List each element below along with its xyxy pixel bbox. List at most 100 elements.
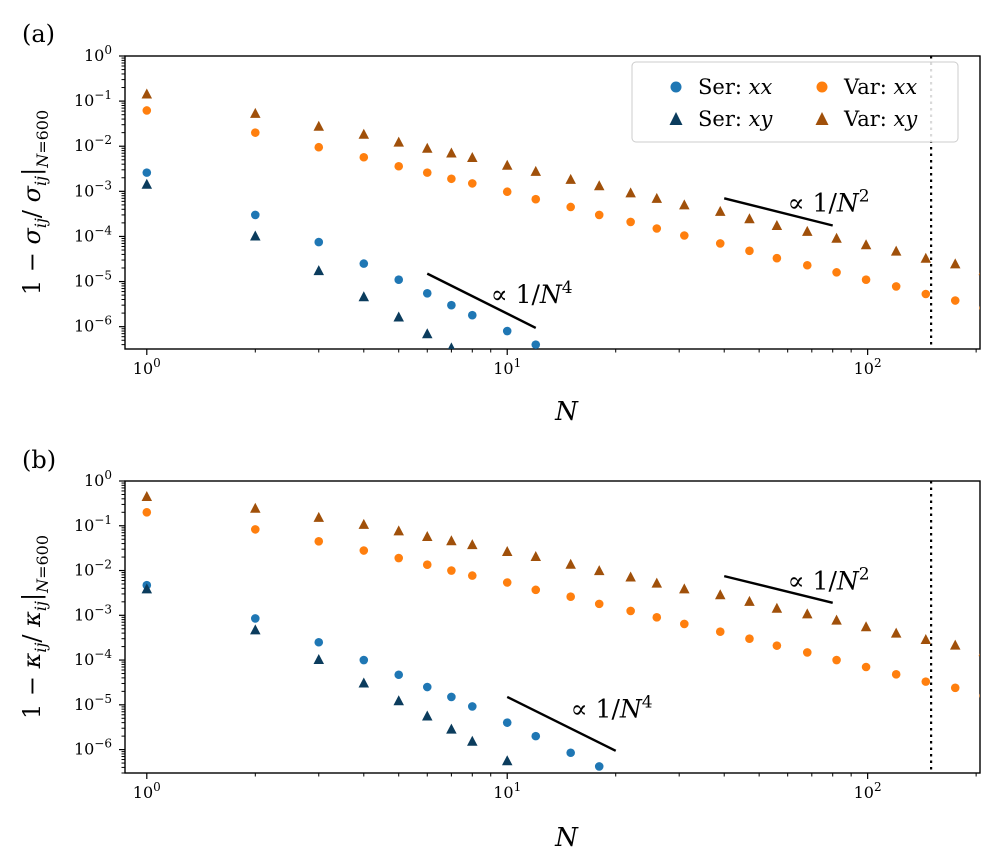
data-point — [446, 147, 457, 158]
data-point — [447, 342, 455, 349]
series-var--xx — [142, 507, 980, 698]
data-point — [920, 252, 932, 263]
x-tick-label: 101 — [493, 780, 521, 802]
data-point — [802, 608, 813, 619]
data-point — [141, 490, 153, 501]
data-point — [501, 755, 513, 766]
data-point — [949, 258, 961, 269]
data-point — [921, 677, 931, 686]
data-point — [502, 326, 512, 336]
data-point — [359, 546, 369, 555]
y-axis-label: 1 − σij/ σij|N=600 — [18, 110, 52, 295]
data-point — [860, 239, 872, 250]
y-tick-label: 10−4 — [74, 223, 112, 245]
data-point — [949, 639, 961, 650]
data-point — [422, 328, 433, 339]
data-point — [250, 502, 261, 513]
data-point — [250, 107, 261, 118]
data-point — [422, 168, 432, 177]
data-point — [772, 641, 782, 650]
data-point — [422, 710, 433, 721]
series-var--xy — [141, 88, 980, 276]
data-point — [393, 311, 404, 322]
data-point — [566, 592, 575, 602]
data-point — [890, 245, 902, 256]
slope-guide-line — [723, 574, 833, 604]
data-point — [950, 296, 960, 305]
data-point — [142, 168, 152, 177]
data-point — [393, 136, 404, 147]
data-point — [314, 142, 324, 152]
data-point — [314, 637, 324, 647]
data-point — [626, 217, 635, 227]
data-point — [531, 585, 541, 595]
data-point — [313, 265, 325, 276]
y-tick-label: 100 — [84, 43, 112, 65]
legend-label: Ser: xy — [698, 107, 773, 131]
slope-guide-line — [723, 197, 834, 227]
data-point — [715, 239, 725, 248]
data-point — [467, 179, 477, 188]
data-point — [772, 253, 782, 263]
data-point — [832, 268, 841, 277]
data-point — [501, 545, 513, 556]
y-tick-label: 10−3 — [74, 602, 112, 624]
data-point — [250, 525, 260, 534]
y-tick-label: 10−5 — [74, 692, 112, 714]
data-point — [358, 518, 370, 529]
data-point — [313, 120, 325, 131]
y-tick-label: 10−2 — [74, 133, 112, 155]
slope-guide-line — [426, 272, 537, 329]
panel-label: (b) — [22, 446, 56, 474]
data-point — [651, 577, 663, 588]
data-point — [625, 571, 636, 582]
data-point — [651, 192, 663, 203]
data-point — [141, 583, 153, 594]
legend: Ser: xx Var: xx Ser: xy Var: xy — [631, 61, 959, 143]
data-point — [891, 282, 901, 291]
data-point — [422, 531, 433, 542]
series-ser--xy — [141, 583, 513, 766]
axes-frame — [124, 55, 981, 350]
y-tick-label: 10−6 — [74, 314, 112, 336]
data-point — [593, 180, 605, 191]
legend-marker — [670, 81, 682, 93]
data-point — [566, 748, 575, 758]
data-point — [652, 613, 662, 622]
data-point — [467, 151, 478, 162]
data-point — [250, 624, 261, 635]
series-ser--xx — [142, 168, 541, 349]
data-point — [394, 275, 404, 284]
legend-label: Var: xy — [843, 107, 918, 131]
data-point — [313, 511, 325, 522]
x-tick-label: 102 — [854, 780, 882, 802]
slope-guide-label: ∝ 1/N4 — [491, 278, 573, 309]
legend-box — [631, 61, 959, 143]
data-point — [802, 648, 812, 657]
data-point — [358, 291, 370, 302]
x-tick-label: 100 — [133, 780, 161, 802]
data-point — [920, 634, 932, 645]
data-point — [745, 246, 754, 256]
legend-marker — [815, 112, 829, 125]
data-point — [422, 142, 433, 153]
legend-label: Ser: xx — [698, 75, 772, 99]
data-point — [594, 762, 604, 771]
panel-label: (a) — [22, 20, 55, 48]
data-point — [745, 634, 754, 644]
data-point — [447, 300, 456, 310]
data-point — [314, 536, 324, 546]
data-point — [861, 662, 871, 672]
series-ser--xx — [142, 580, 604, 771]
data-point — [626, 606, 635, 616]
legend-marker — [816, 81, 828, 93]
data-point — [250, 128, 260, 137]
slope-guide-label: ∝ 1/N2 — [788, 564, 870, 595]
data-point — [502, 578, 512, 587]
series-var--xx — [142, 106, 980, 311]
data-point — [565, 558, 576, 569]
data-point — [358, 677, 370, 688]
series-ser--xy — [141, 178, 455, 349]
y-tick-label: 10−3 — [74, 178, 112, 200]
